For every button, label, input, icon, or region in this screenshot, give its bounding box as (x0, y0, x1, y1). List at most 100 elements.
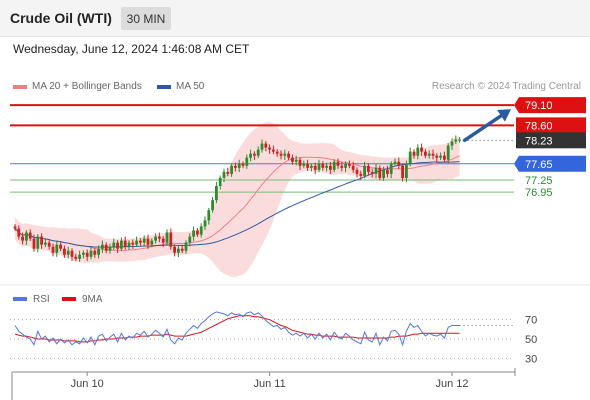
candle-body (211, 200, 214, 211)
level-tag-77.25: 77.25 (525, 175, 553, 187)
candle-body (329, 165, 332, 170)
candle (427, 150, 431, 159)
candle (230, 163, 233, 177)
candle-body (215, 186, 218, 201)
rsi-ma-legend-label: 9MA (82, 294, 103, 305)
candle-body (408, 151, 412, 164)
candle (241, 161, 245, 169)
candle-body (454, 139, 458, 142)
candle (104, 242, 108, 254)
candle (348, 160, 351, 169)
candle (393, 158, 397, 167)
candle (123, 236, 127, 250)
candle (245, 154, 249, 169)
candle-body (283, 153, 287, 156)
candle (161, 236, 165, 247)
candlesticks (13, 135, 461, 262)
candle-body (351, 165, 355, 170)
rsi-tick-50: 50 (525, 334, 537, 346)
candle (196, 228, 199, 237)
candle (382, 166, 385, 181)
candle-body (427, 153, 431, 156)
candle (431, 149, 435, 160)
moving-averages (14, 155, 460, 251)
candle-body (180, 248, 184, 251)
candle (458, 137, 461, 143)
candle-body (386, 169, 389, 174)
candle-body (291, 157, 294, 162)
candle (120, 237, 123, 252)
candle (32, 234, 36, 252)
x-tick-label: Jun 10 (71, 378, 104, 390)
candle (222, 168, 226, 183)
candle-body (382, 169, 385, 178)
candle (401, 163, 404, 182)
candle (249, 149, 252, 162)
candle (101, 240, 104, 253)
candle-body (203, 220, 207, 227)
candle-body (177, 248, 180, 253)
candle-body (32, 238, 36, 249)
candle-body (268, 147, 271, 150)
candle (192, 226, 195, 241)
candle (17, 225, 21, 240)
candle-body (412, 151, 416, 156)
candle (63, 245, 66, 258)
level-tag-77.65: 77.65 (514, 155, 586, 172)
candle (446, 143, 450, 164)
candle-body (135, 240, 138, 245)
bollinger-band (15, 121, 460, 277)
candle-body (161, 238, 165, 243)
legend-ma20-label: MA 20 + Bollinger Bands (32, 81, 142, 92)
candle (275, 149, 279, 157)
legend-ma50-label: MA 50 (176, 81, 205, 92)
candle (386, 165, 389, 178)
candle (169, 228, 173, 250)
candle (367, 163, 370, 175)
candle (302, 160, 306, 169)
candle (116, 240, 119, 253)
level-tag-78.60: 78.60 (516, 117, 586, 134)
candle (85, 249, 89, 262)
candle (142, 235, 146, 247)
ma50-line (14, 161, 460, 248)
candle (203, 216, 207, 231)
candle-body (367, 165, 370, 172)
candle (44, 238, 47, 248)
candle-body (370, 171, 374, 174)
candle-body (127, 242, 131, 247)
trend-arrow-head (497, 109, 511, 122)
candle (146, 234, 150, 249)
level-tag-77.65-text: 77.65 (525, 159, 553, 171)
candle-body (435, 155, 439, 158)
interval-button[interactable]: 30 MIN (121, 7, 171, 30)
candle (412, 149, 416, 159)
x-axis: Jun 10 Jun 11 Jun 12 (11, 368, 516, 400)
candle-body (142, 238, 146, 243)
current-price-tag-text: 78.23 (525, 135, 553, 147)
candle-body (397, 161, 401, 166)
candle (180, 244, 184, 254)
candle-body (196, 230, 199, 235)
candle-body (199, 226, 203, 235)
candle (256, 146, 260, 159)
rsi-ma-legend-swatch (62, 297, 76, 301)
candle (374, 163, 378, 179)
candle (408, 147, 412, 167)
candle-body (374, 167, 378, 174)
candle (139, 238, 142, 246)
candle (234, 162, 237, 172)
chart-datetime: Wednesday, June 12, 2024 1:46:08 AM CET (13, 42, 250, 56)
candle (97, 245, 100, 259)
candle-body (74, 256, 78, 259)
candle (226, 167, 230, 177)
candle (416, 144, 420, 160)
candle (298, 157, 302, 171)
candle (40, 233, 43, 249)
candle-body (112, 242, 116, 247)
candle (283, 149, 287, 160)
candle (215, 181, 218, 204)
candle (131, 239, 135, 249)
candle (294, 155, 298, 166)
